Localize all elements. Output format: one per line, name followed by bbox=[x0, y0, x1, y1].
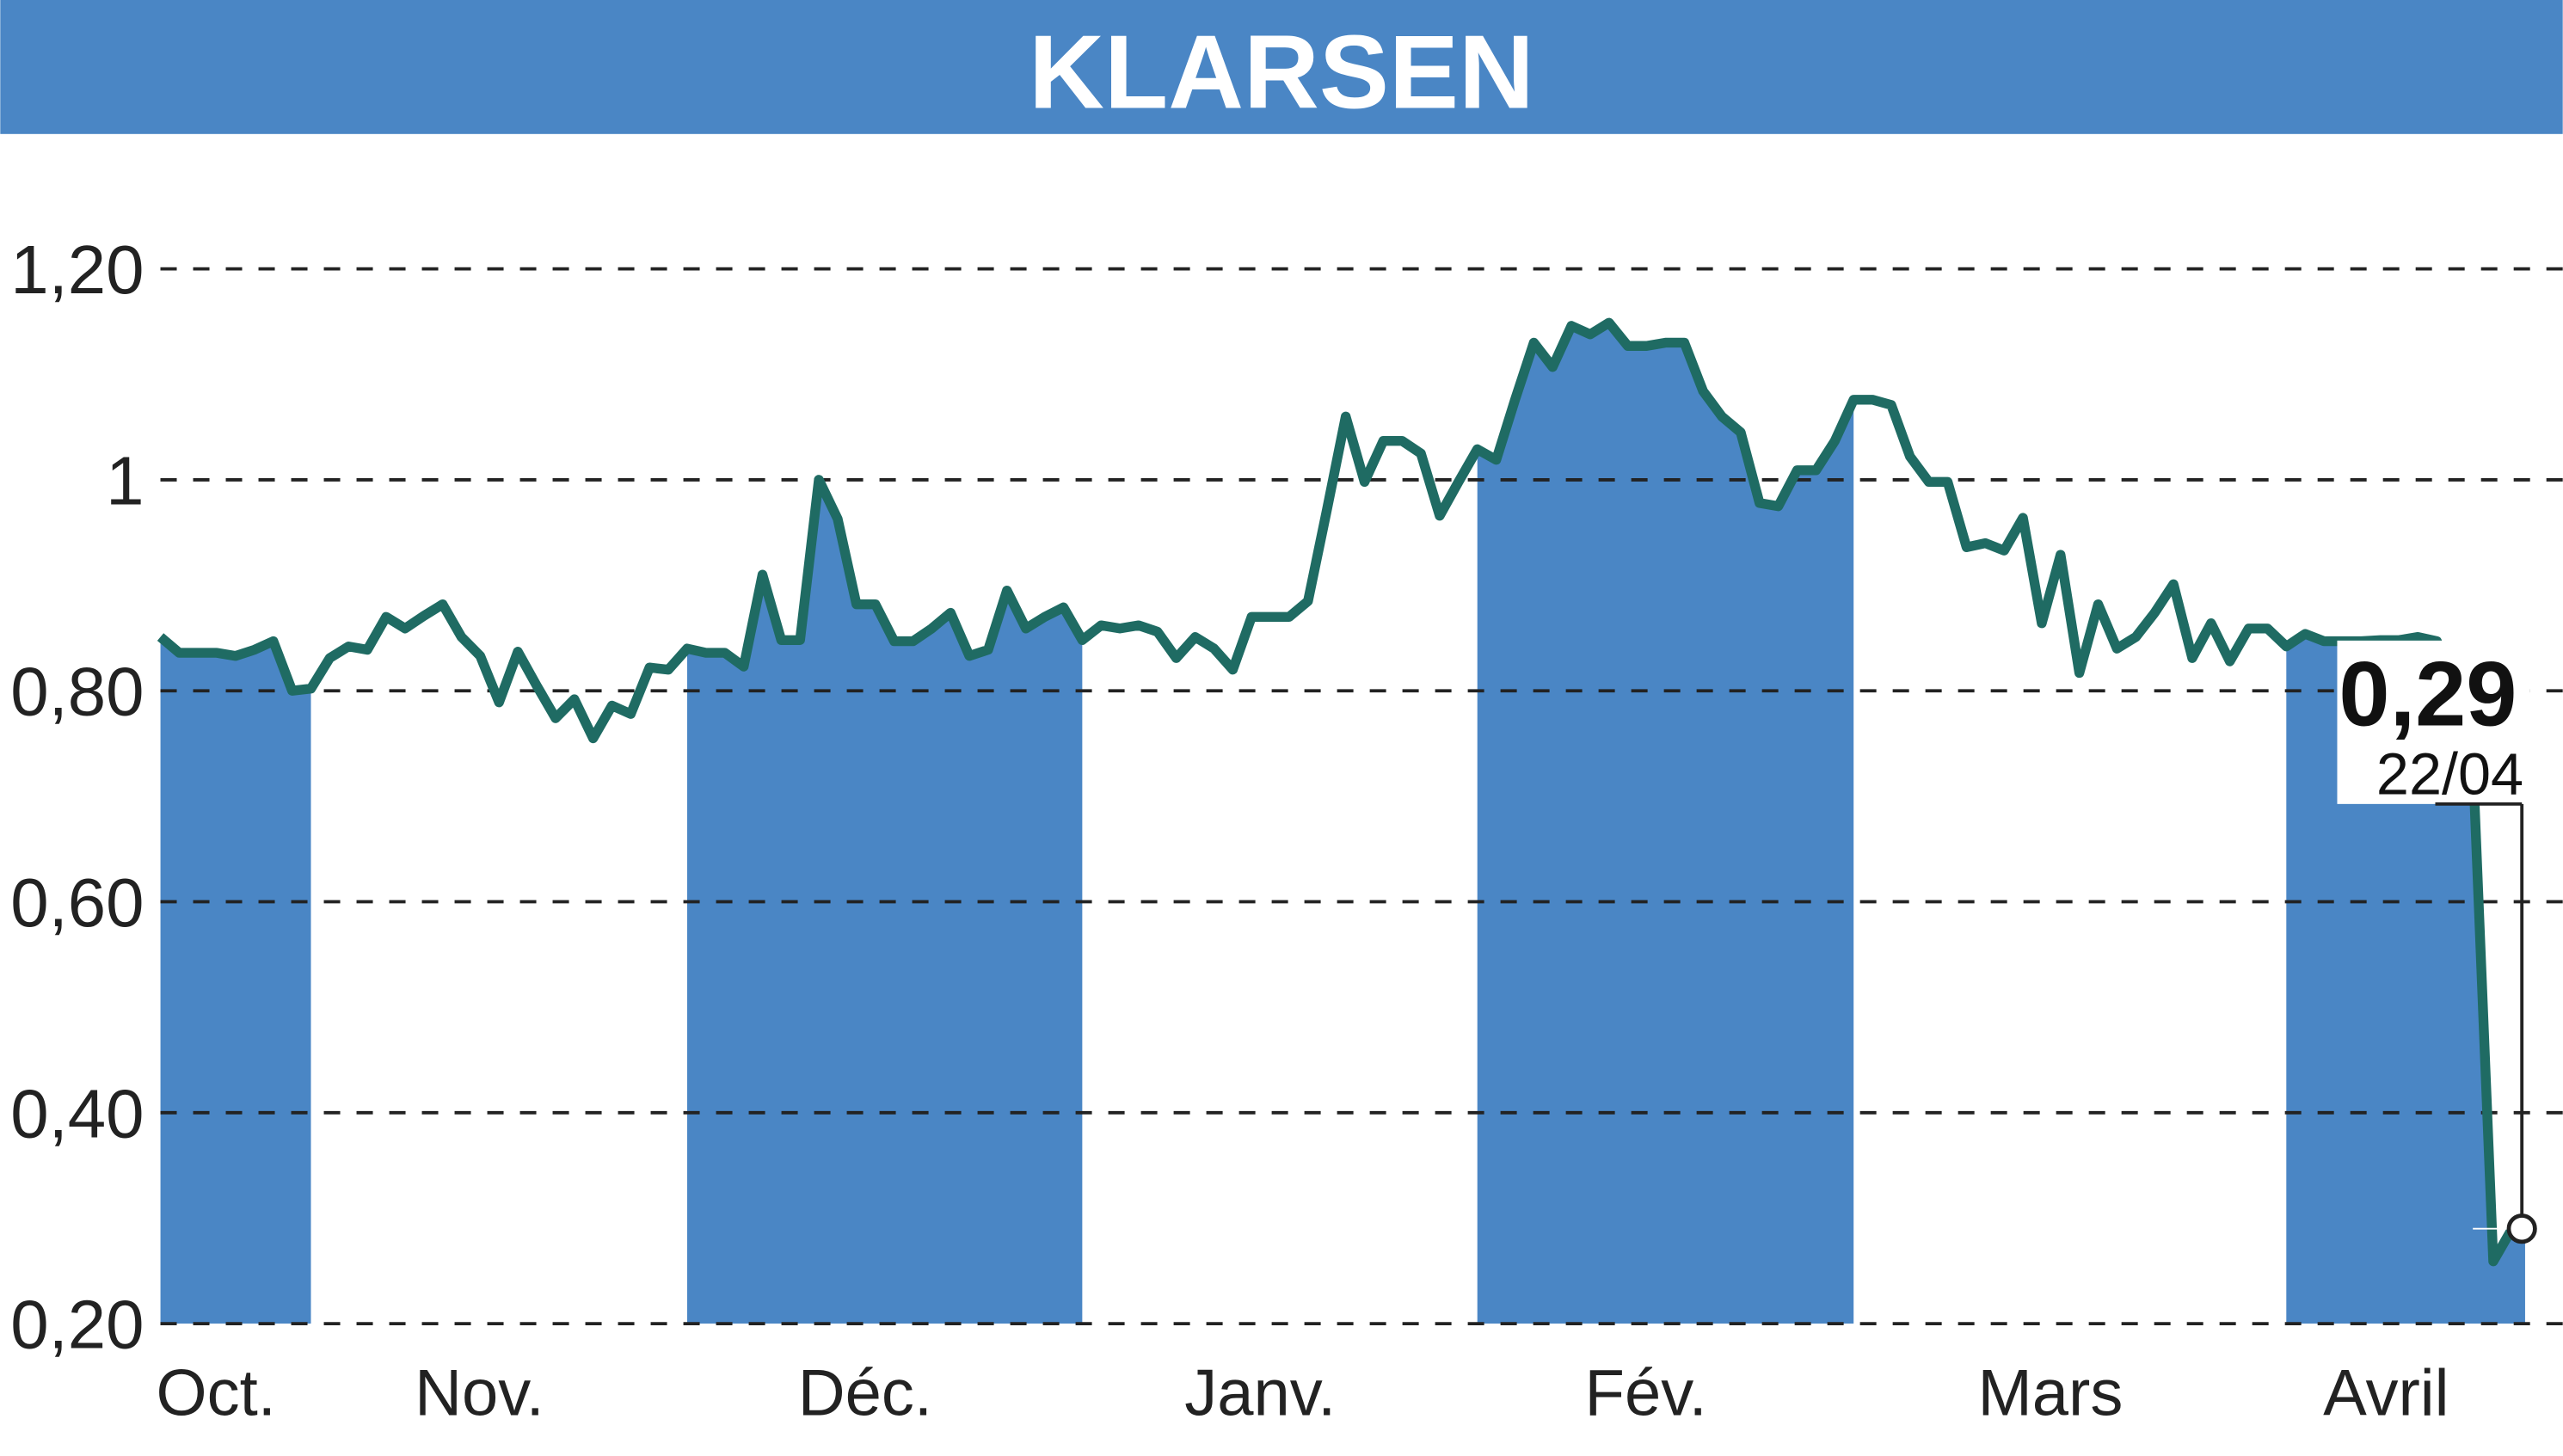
y-tick-label: 1,20 bbox=[10, 231, 144, 308]
last-date-label: 22/04 bbox=[2376, 741, 2523, 807]
x-tick-label: Déc. bbox=[798, 1356, 932, 1429]
x-tick-label: Avril bbox=[2323, 1356, 2449, 1429]
x-tick-label: Fév. bbox=[1585, 1356, 1707, 1429]
x-tick-label: Oct. bbox=[157, 1356, 276, 1429]
x-tick-label: Mars bbox=[1977, 1356, 2123, 1429]
y-tick-label: 0,20 bbox=[10, 1287, 144, 1363]
last-point-marker bbox=[2506, 1213, 2537, 1244]
y-tick-label: 0,60 bbox=[10, 864, 144, 941]
y-tick-label: 1 bbox=[106, 442, 144, 519]
last-value-label: 0,29 bbox=[2339, 643, 2517, 746]
x-tick-label: Janv. bbox=[1184, 1356, 1336, 1429]
annotation-box bbox=[2337, 640, 2530, 804]
band-area bbox=[160, 323, 2525, 1324]
y-tick-label: 0,40 bbox=[10, 1075, 144, 1152]
x-tick-label: Nov. bbox=[415, 1356, 544, 1429]
price-line bbox=[157, 317, 2517, 1267]
chart-title: KLARSEN bbox=[1029, 13, 1534, 130]
y-tick-label: 0,80 bbox=[10, 654, 144, 730]
title-bar bbox=[0, 0, 2563, 134]
